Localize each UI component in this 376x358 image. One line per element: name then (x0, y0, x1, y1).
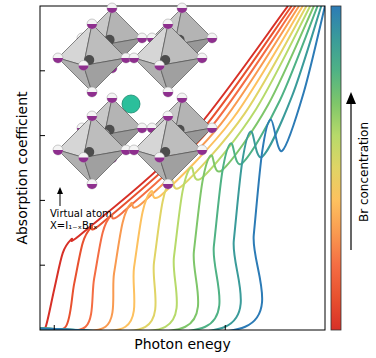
halide-atom-half (137, 38, 147, 43)
halide-atom-half (163, 116, 173, 121)
halide-atom (155, 60, 165, 70)
halide-atom (79, 60, 89, 70)
colorbar-label: Br concentration (357, 122, 371, 222)
halide-atom-half (87, 24, 97, 29)
halide-atom (107, 93, 117, 103)
x-tick (54, 325, 55, 330)
figure: Photon enegy Absorption coefficient Br con… (0, 0, 376, 358)
halide-atom (177, 93, 187, 103)
x-axis-title: Photon enegy (134, 336, 231, 352)
halide-atom (129, 145, 139, 155)
halide-atom-half (163, 92, 173, 97)
y-tick (40, 70, 45, 71)
halide-atom (53, 145, 63, 155)
annotation: X=I₁₋ₓBrₓ (50, 220, 97, 231)
x-tick (225, 325, 226, 330)
halide-atom-half (177, 98, 187, 103)
y-tick (40, 265, 45, 266)
spectrum-line (40, 6, 321, 330)
halide-atom (163, 19, 173, 29)
y-axis-title: Absorption coefficient (14, 91, 30, 245)
halide-atom-half (53, 150, 63, 155)
halide-atom (129, 53, 139, 63)
halide-atom (137, 33, 147, 43)
halide-atom-half (87, 92, 97, 97)
halide-atom-half (177, 8, 187, 13)
halide-atom-half (207, 38, 217, 43)
spectrum-line (40, 6, 306, 330)
halide-atom-half (155, 65, 165, 70)
crystal-inset (53, 3, 217, 189)
halide-atom (177, 3, 187, 13)
halide-atom (155, 152, 165, 162)
halide-atom-half (87, 184, 97, 189)
halide-atom (107, 3, 117, 13)
spectrum-line (40, 6, 310, 330)
halide-atom-half (107, 98, 117, 103)
halide-atom (207, 123, 217, 133)
spectrum-line (40, 6, 295, 330)
halide-atom (163, 111, 173, 121)
halide-atom-half (53, 58, 63, 63)
halide-atom (79, 152, 89, 162)
halide-atom-half (137, 128, 147, 133)
spectrum-line (40, 6, 303, 330)
halide-atom (163, 179, 173, 189)
y-tick (40, 135, 45, 136)
halide-atom-half (107, 8, 117, 13)
curves (40, 6, 325, 330)
halide-atom (197, 145, 207, 155)
halide-atom-half (79, 65, 89, 70)
halide-atom (87, 179, 97, 189)
halide-atom (163, 87, 173, 97)
colorbar-arrow-head (346, 92, 356, 104)
halide-atom-half (197, 58, 207, 63)
y-tick (40, 200, 45, 201)
spectrum-line (40, 6, 314, 330)
halide-atom-half (87, 116, 97, 121)
halide-atom (137, 123, 147, 133)
halide-atom (207, 33, 217, 43)
halide-atom-half (79, 157, 89, 162)
halide-atom (53, 53, 63, 63)
spectrum-line (40, 6, 292, 330)
halide-atom-half (197, 150, 207, 155)
annotation-arrow-head (57, 187, 63, 194)
spectrum-line (40, 6, 325, 330)
colorbar-arrow (350, 98, 351, 250)
colorbar (331, 6, 341, 330)
halide-atom-half (129, 150, 139, 155)
halide-atom-half (163, 184, 173, 189)
halide-atom (197, 53, 207, 63)
halide-atom (87, 87, 97, 97)
annotation: Virtual atom (50, 208, 112, 219)
annotation-arrow (60, 192, 61, 206)
plot-frame (40, 6, 325, 330)
halide-atom (87, 19, 97, 29)
halide-atom (87, 111, 97, 121)
halide-atom-half (155, 157, 165, 162)
halide-atom-half (163, 24, 173, 29)
spectrum-line (40, 6, 318, 330)
halide-atom-half (207, 128, 217, 133)
halide-atom-half (129, 58, 139, 63)
spectrum-line (40, 6, 288, 330)
